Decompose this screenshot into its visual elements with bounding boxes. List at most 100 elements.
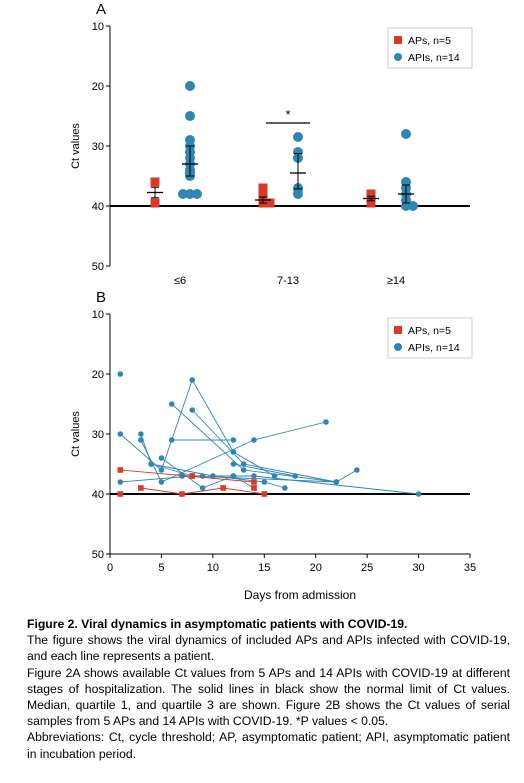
panel-b-point	[354, 467, 360, 473]
panel-b-point	[189, 377, 196, 383]
panel-b-point	[199, 485, 206, 491]
panel-b-y-tick-label: 10	[92, 309, 104, 321]
panel-a-point	[185, 189, 195, 199]
panel-b-patient-line	[233, 463, 296, 477]
panel-a-legend-marker	[394, 36, 402, 44]
panel-b-legend-marker	[394, 326, 402, 334]
panel-b-point	[261, 479, 268, 485]
panel-b-y-tick-label: 20	[92, 369, 104, 381]
panel-b-y-axis-title: Ct values	[70, 411, 82, 457]
panel-b-point	[415, 491, 422, 497]
panel-b-point	[138, 431, 144, 437]
panel-b-patient-line	[171, 403, 337, 483]
panel-b-x-tick-label: 30	[412, 562, 424, 574]
panel-a-point	[150, 177, 160, 187]
panel-a-x-tick-label: ≤6	[174, 275, 186, 287]
panel-b-point	[282, 485, 288, 491]
panel-a-legend-marker	[394, 53, 402, 61]
panel-b-point	[158, 455, 165, 461]
panel-b-point	[148, 461, 154, 467]
panel-b-point	[168, 437, 175, 443]
panel-b-y-tick-label: 50	[92, 549, 104, 561]
caption-title: Figure 2. Viral dynamics in asymptomatic…	[27, 617, 408, 631]
panel-b-point	[323, 419, 329, 425]
panel-b-x-tick-label: 10	[207, 562, 219, 574]
panel-b-point	[230, 473, 237, 479]
panel-a-point	[258, 183, 268, 193]
panel-b-patient-line	[150, 463, 193, 477]
panel-a-point	[293, 189, 303, 199]
panel-b-point	[117, 431, 124, 437]
panel-b-point	[168, 401, 175, 407]
panel-b-label: B	[96, 289, 106, 306]
panel-a-legend-label: APIs, n=14	[408, 52, 460, 64]
panel-b-x-tick-label: 35	[464, 562, 476, 574]
panel-b-x-axis-title: Days from admission	[244, 588, 356, 602]
panel-a-y-tick-label: 10	[92, 21, 104, 33]
panel-a-x-tick-label: 7-13	[277, 275, 299, 287]
panel-a-point	[178, 189, 188, 199]
panel-a-point	[265, 198, 275, 208]
panel-b-patient-line	[140, 433, 419, 495]
panel-b-point	[138, 485, 144, 491]
panel-b-point	[240, 467, 247, 473]
figure-2: A 10 20 30 40 50 Ct values ≤6 7-13 ≥14 * APs, n=5 AP…	[70, 1, 476, 602]
panel-a-y-tick-label: 30	[92, 141, 104, 153]
panel-a-point	[293, 132, 303, 142]
panel-b-x-tick-label: 20	[310, 562, 322, 574]
panel-b-x-tick-label: 25	[361, 562, 373, 574]
panel-b-point	[251, 437, 257, 443]
panel-b-point	[179, 473, 185, 479]
panel-b-point	[230, 461, 237, 467]
panel-b-point	[261, 491, 268, 497]
panel-a-point	[408, 201, 418, 211]
panel-b-legend-box	[387, 317, 473, 359]
panel-b-point	[117, 371, 124, 377]
panel-b-point	[179, 491, 185, 497]
panel-a-point	[185, 111, 195, 121]
panel-b-patient-line	[140, 421, 327, 483]
caption-paragraph-1: The figure shows the viral dynamics of i…	[27, 633, 510, 664]
figure-caption: Figure 2. Viral dynamics in asymptomatic…	[27, 616, 510, 762]
panel-b-patient-line	[120, 469, 255, 483]
panel-a-point	[150, 198, 160, 208]
panel-b-point	[251, 485, 257, 491]
panel-b-point	[333, 479, 340, 485]
panel-b-y-tick-label: 30	[92, 429, 104, 441]
panel-b-point	[251, 479, 257, 485]
panel-b-legend-label: APs, n=5	[408, 325, 451, 337]
panel-a-y-tick-label: 50	[92, 261, 104, 273]
panel-a-point	[401, 129, 411, 139]
panel-b-point	[138, 437, 144, 443]
panel-b-point	[189, 473, 196, 479]
panel-a-y-axis-title: Ct values	[70, 123, 82, 169]
panel-b-point	[220, 485, 226, 491]
panel-a-y-tick-label: 20	[92, 81, 104, 93]
panel-a-legend-label: APs, n=5	[408, 35, 451, 47]
caption-paragraph-3: Abbreviations: Ct, cycle threshold; AP, …	[27, 730, 510, 761]
panel-a-point	[185, 81, 195, 91]
panel-b-point	[117, 491, 124, 497]
panel-a-legend-box	[387, 27, 473, 69]
panel-a-label: A	[96, 1, 106, 18]
panel-b-point	[158, 479, 165, 485]
caption-paragraph-2: Figure 2A shows available Ct values from…	[27, 665, 510, 729]
panel-b-patient-line	[191, 409, 358, 483]
panel-b-x-tick-label: 15	[258, 562, 270, 574]
panel-b-point	[117, 467, 124, 473]
panel-b-point	[117, 479, 124, 485]
panel-b-patient-line	[233, 475, 255, 489]
panel-b-point	[230, 449, 237, 455]
panel-b-point	[158, 467, 165, 473]
panel-a-point	[366, 198, 376, 208]
panel-b-point	[230, 437, 237, 443]
panel-b-point	[189, 407, 196, 413]
panel-b-legend-label: APIs, n=14	[408, 342, 460, 354]
panel-b-point	[292, 473, 298, 479]
panel-b-y-tick-label: 40	[92, 489, 104, 501]
panel-a-x-tick-label: ≥14	[387, 275, 405, 287]
panel-b-patient-line	[140, 487, 265, 495]
panel-b-x-tick-label: 5	[158, 562, 164, 574]
panel-b-point	[210, 473, 216, 479]
panel-a-significance-label: *	[285, 107, 290, 122]
